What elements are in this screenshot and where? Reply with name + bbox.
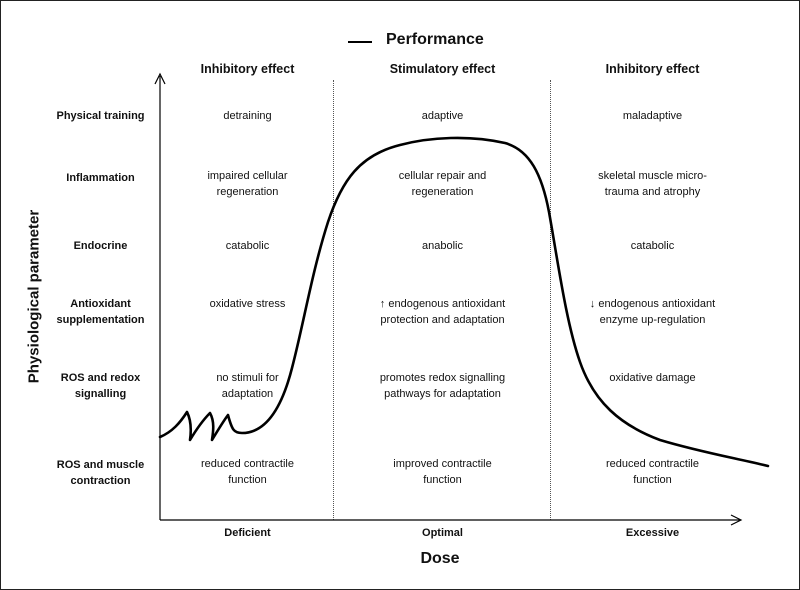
cell-line: enzyme up-regulation — [599, 314, 706, 326]
cell-line: adaptation — [221, 388, 274, 400]
cell-redox-optimal: promotes redox signalling pathways for a… — [335, 370, 550, 402]
cell-antioxidant-excessive: ↓ endogenous antioxidant enzyme up-regul… — [550, 296, 755, 328]
legend-line — [348, 41, 372, 43]
cell-line: catabolic — [630, 240, 675, 252]
cell-line: impaired cellular — [207, 170, 288, 182]
cell-redox-excessive: oxidative damage — [550, 370, 755, 386]
cell-line: function — [228, 474, 267, 486]
cell-inflammation-excessive: skeletal muscle micro- trauma and atroph… — [550, 168, 755, 200]
cell-line: regeneration — [411, 186, 474, 198]
cell-training-excessive: maladaptive — [550, 108, 755, 124]
cell-line: skeletal muscle micro- — [598, 170, 707, 182]
cell-line: detraining — [223, 110, 272, 122]
cell-line: maladaptive — [622, 110, 683, 122]
cell-antioxidant-optimal: ↑ endogenous antioxidant protection and … — [335, 296, 550, 328]
cell-line: pathways for adaptation — [384, 388, 501, 400]
cell-line: protection and adaptation — [380, 314, 505, 326]
cell-inflammation-optimal: cellular repair and regeneration — [335, 168, 550, 200]
row-label-line: Endocrine — [73, 240, 128, 252]
cell-contraction-optimal: improved contractile function — [335, 456, 550, 488]
row-label-line: ROS and redox — [60, 372, 141, 384]
cell-line: oxidative stress — [209, 298, 286, 310]
row-label-line: supplementation — [56, 314, 145, 326]
cell-line: reduced contractile — [201, 458, 294, 470]
cell-endocrine-excessive: catabolic — [550, 238, 755, 254]
cell-line: function — [633, 474, 672, 486]
performance-curve — [158, 136, 770, 468]
x-axis-title: Dose — [420, 550, 460, 567]
cell-endocrine-optimal: anabolic — [335, 238, 550, 254]
row-label-antioxidant: Antioxidant supplementation — [48, 296, 153, 328]
y-axis — [154, 72, 166, 520]
cell-line: improved contractile — [393, 458, 492, 470]
cell-inflammation-deficient: impaired cellular regeneration — [160, 168, 335, 200]
cell-line: adaptive — [421, 110, 464, 122]
row-label-physical-training: Physical training — [48, 108, 153, 124]
row-label-line: signalling — [74, 388, 127, 400]
column-header-excessive: Inhibitory effect — [605, 62, 700, 76]
cell-contraction-deficient: reduced contractile function — [160, 456, 335, 488]
row-label-line: contraction — [70, 475, 131, 487]
row-label-ros-muscle: ROS and muscle contraction — [48, 457, 153, 489]
cell-endocrine-deficient: catabolic — [160, 238, 335, 254]
row-label-line: Physical training — [56, 110, 145, 122]
cell-line: function — [423, 474, 462, 486]
cell-line: ↑ endogenous antioxidant — [379, 298, 506, 310]
cell-line: promotes redox signalling — [379, 372, 506, 384]
row-label-line: Antioxidant — [70, 298, 131, 310]
column-header-deficient: Inhibitory effect — [200, 62, 295, 76]
cell-line: trauma and atrophy — [604, 186, 701, 198]
row-label-endocrine: Endocrine — [48, 238, 153, 254]
row-label-line: Inflammation — [66, 172, 135, 184]
cell-line: no stimuli for — [216, 372, 279, 384]
cell-line: cellular repair and — [398, 170, 487, 182]
x-axis — [160, 514, 743, 526]
cell-training-optimal: adaptive — [335, 108, 550, 124]
row-label-line: ROS and muscle — [56, 459, 145, 471]
x-category-optimal: Optimal — [422, 527, 463, 539]
cell-line: anabolic — [422, 240, 463, 252]
cell-line: ↓ endogenous antioxidant — [589, 298, 716, 310]
separator-line-right — [550, 80, 551, 520]
row-label-inflammation: Inflammation — [48, 170, 153, 186]
row-label-ros-redox: ROS and redox signalling — [48, 370, 153, 402]
cell-line: catabolic — [225, 240, 270, 252]
x-category-deficient: Deficient — [224, 527, 271, 539]
x-category-excessive: Excessive — [625, 527, 680, 539]
cell-antioxidant-deficient: oxidative stress — [160, 296, 335, 312]
cell-line: reduced contractile — [606, 458, 699, 470]
cell-line: oxidative damage — [609, 372, 696, 384]
separator-line-left — [333, 80, 334, 520]
cell-contraction-excessive: reduced contractile function — [550, 456, 755, 488]
cell-line: regeneration — [216, 186, 279, 198]
legend-label: Performance — [386, 31, 484, 48]
cell-redox-deficient: no stimuli for adaptation — [160, 370, 335, 402]
column-header-optimal: Stimulatory effect — [389, 62, 496, 76]
cell-training-deficient: detraining — [160, 108, 335, 124]
